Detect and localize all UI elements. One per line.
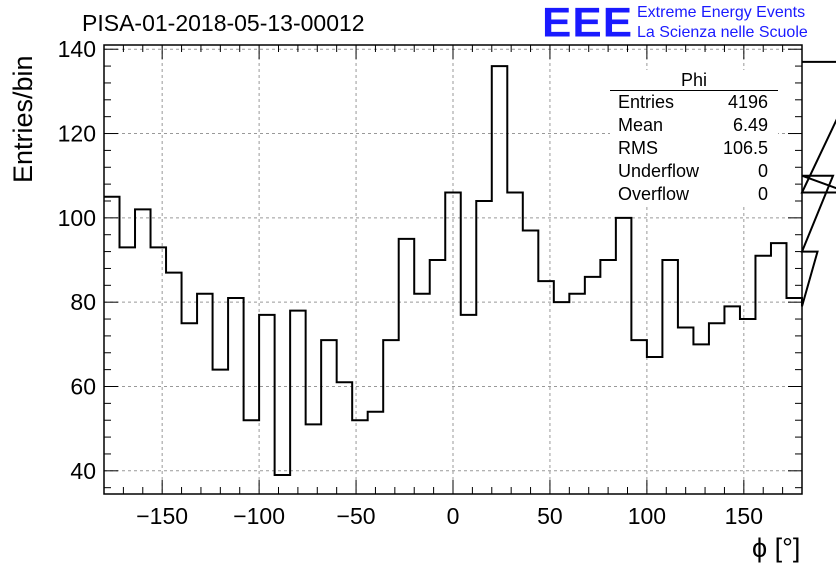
x-tick-label: 0 [447,503,460,529]
histogram-bin [755,256,771,494]
histogram-bin [135,209,151,494]
chart-title: PISA-01-2018-05-13-00012 [82,10,365,36]
histogram-bin [802,306,818,494]
stats-label: Overflow [618,184,690,204]
histogram-bin [461,315,477,494]
histogram-bin [585,277,601,494]
histogram-bin [554,302,570,494]
stats-label: Underflow [618,161,700,181]
stats-box: Phi Entries 4196 Mean 6.49 RMS 106.5 Und… [610,70,778,206]
histogram-bin [693,344,709,494]
histogram-bin [445,193,461,494]
stats-value: 4196 [727,92,768,112]
stats-row-rms: RMS 106.5 [610,137,778,160]
histogram-bin [275,475,291,494]
histogram-bin [538,281,554,494]
stats-row-underflow: Underflow 0 [610,160,778,183]
histogram-bin [213,370,229,494]
stats-row-overflow: Overflow 0 [610,183,778,206]
histogram-bin [616,218,632,494]
y-tick-label: 140 [58,36,96,62]
plot-frame [103,44,803,495]
histogram-bin [228,298,244,494]
histogram-bin [430,260,446,494]
histogram-line [104,60,836,477]
histogram-bin [771,243,787,494]
y-tick-label: 40 [70,458,96,484]
x-tick-label: −150 [136,503,188,529]
x-tick-label: 100 [628,503,666,529]
logo-subtitle-line2: La Scienza nelle Scuole [637,24,808,41]
histogram-bin [414,294,430,494]
logo-subtitle-line1: Extreme Energy Events [637,4,806,21]
histogram-bin [120,247,136,494]
stats-label: RMS [618,138,658,158]
histogram-bin [151,247,167,494]
x-tick-label: 150 [725,503,763,529]
histogram-bin [523,231,539,494]
histogram-bin [197,294,213,494]
y-tick-label: 120 [58,121,96,147]
stats-value: 0 [757,161,768,181]
x-tick-label: 50 [537,503,563,529]
histogram-bin [476,201,492,494]
x-tick-label: −100 [233,503,285,529]
histogram-bin [647,357,663,494]
histogram-bin [399,239,415,494]
stats-value: 106.5 [722,138,768,158]
histogram-bin [259,315,275,494]
stats-title: Phi [610,70,778,91]
y-tick-label: 100 [58,205,96,231]
histogram-bin [724,306,740,494]
histogram-bin [740,319,756,494]
histogram-bin [244,420,260,494]
stats-value: 6.49 [732,115,768,135]
histogram-bin [631,340,647,494]
histogram-bin [600,260,616,494]
histogram-bin [818,252,834,494]
histogram-bin [678,327,694,494]
x-tick-label: −50 [337,503,376,529]
histogram-bin [352,420,368,494]
y-tick-label: 80 [70,289,96,315]
histogram-bin [337,382,353,494]
histogram-bin [104,197,120,494]
y-axis-label: Entries/bin [8,55,38,183]
histogram-bin [569,294,585,494]
histogram-bin [383,340,399,494]
stats-label: Entries [618,92,675,112]
eee-logo: EEE [542,0,634,46]
histogram-bin [182,323,198,494]
histogram-bin [507,193,523,494]
histogram-bin [662,260,678,494]
histogram-bin [368,412,384,494]
histogram-bin [290,311,306,494]
stats-row-entries: Entries 4196 [610,91,778,114]
stats-label: Mean [618,115,664,135]
histogram-bin [166,273,182,494]
histogram-bin [321,340,337,494]
histogram-bin [786,298,802,494]
histogram-bin [306,424,322,494]
stats-value: 0 [757,184,768,204]
histogram-bin [709,323,725,494]
y-tick-label: 60 [70,373,96,399]
x-axis-label: ϕ [°] [752,533,801,563]
stats-row-mean: Mean 6.49 [610,114,778,137]
histogram-bin [492,66,508,494]
